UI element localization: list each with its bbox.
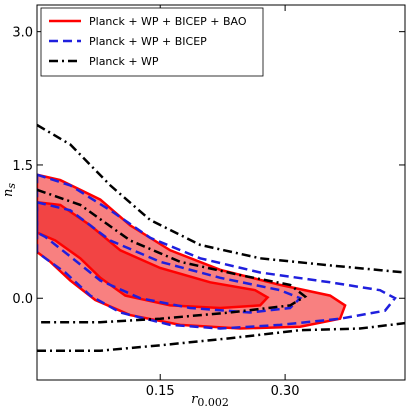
legend-label: Planck + WP + BICEP + BAO — [89, 15, 247, 28]
contour-line — [37, 188, 308, 324]
legend-label: Planck + WP + BICEP — [89, 35, 207, 48]
contour-line — [37, 173, 347, 330]
contour-line — [37, 123, 405, 274]
contour-line — [37, 321, 405, 352]
legend-label: Planck + WP — [89, 55, 159, 68]
y-axis-label: ns — [1, 183, 18, 197]
contour-fill — [37, 202, 268, 308]
contour-line — [37, 201, 303, 314]
y-tick-label: 0.0 — [12, 292, 33, 307]
x-axis-label-main: r — [191, 392, 198, 407]
x-tick-label: 0.15 — [146, 384, 175, 399]
x-axis-label-sub: 0.002 — [197, 396, 229, 409]
y-tick-label: 1.5 — [12, 159, 33, 174]
contour-line — [37, 173, 397, 330]
y-tick-label: 3.0 — [12, 26, 33, 41]
y-axis-label-main: n — [1, 189, 16, 197]
contour-line — [37, 201, 270, 310]
y-axis-label-sub: s — [5, 183, 18, 189]
x-axis-label: r0.002 — [191, 392, 229, 409]
x-tick-label: 0.30 — [271, 384, 300, 399]
plot-frame — [36, 4, 406, 381]
